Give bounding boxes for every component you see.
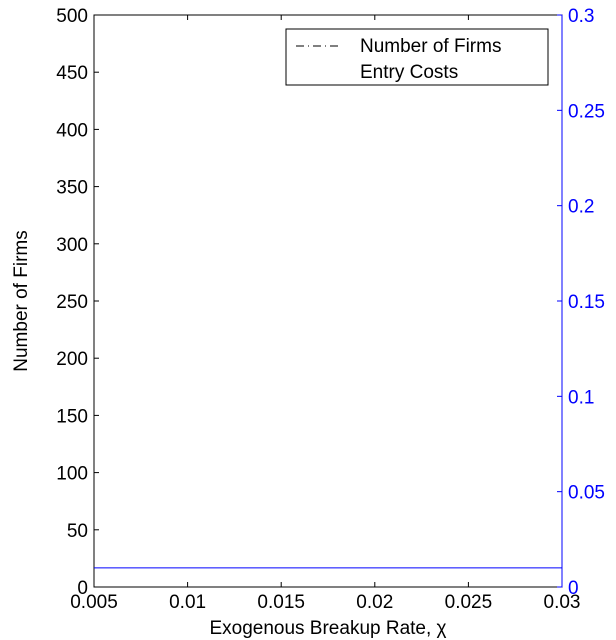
- x-axis: 0.005 0.01 0.015 0.02 0.025 0.03: [70, 15, 580, 613]
- x-tick-label: 0.01: [169, 592, 206, 613]
- y-left-tick-label: 400: [56, 120, 88, 141]
- y-left-tick-label: 150: [56, 406, 88, 427]
- y-right-tick-label: 0.3: [568, 6, 594, 27]
- x-tick-label: 0.015: [257, 592, 305, 613]
- y-left-tick-label: 0: [77, 578, 88, 599]
- y-left-tick-label: 200: [56, 349, 88, 370]
- x-tick-label: 0.03: [544, 592, 581, 613]
- plot-area: [93, 14, 563, 588]
- legend-label-number-of-firms: Number of Firms: [360, 36, 501, 57]
- left-axis: 0 50 100 150 200 250 300 350 400 450 500: [56, 6, 99, 599]
- y-left-tick-label: 350: [56, 178, 88, 199]
- y-right-tick-label: 0.1: [568, 387, 594, 408]
- x-tick-label: 0.025: [445, 592, 493, 613]
- y-axis-left-title: Number of Firms: [11, 230, 32, 371]
- x-axis-title: Exogenous Breakup Rate, χ: [209, 618, 446, 639]
- y-right-tick-label: 0.25: [568, 101, 605, 122]
- legend: Number of Firms Entry Costs: [285, 28, 549, 86]
- y-left-tick-label: 300: [56, 235, 88, 256]
- y-left-tick-label: 50: [67, 521, 88, 542]
- y-right-tick-label: 0.15: [568, 292, 605, 313]
- legend-label-entry-costs: Entry Costs: [360, 62, 458, 83]
- y-right-tick-label: 0: [568, 578, 579, 599]
- x-tick-label: 0.02: [356, 592, 393, 613]
- y-left-tick-label: 250: [56, 292, 88, 313]
- legend-box: [285, 28, 549, 86]
- right-axis: 0 0.05 0.1 0.15 0.2 0.25 0.3: [557, 6, 605, 599]
- y-left-tick-label: 450: [56, 63, 88, 84]
- y-left-tick-label: 100: [56, 464, 88, 485]
- y-right-tick-label: 0.2: [568, 197, 594, 218]
- y-right-tick-label: 0.05: [568, 483, 605, 504]
- x-tick-label: 0.005: [70, 592, 118, 613]
- y-left-tick-label: 500: [56, 6, 88, 27]
